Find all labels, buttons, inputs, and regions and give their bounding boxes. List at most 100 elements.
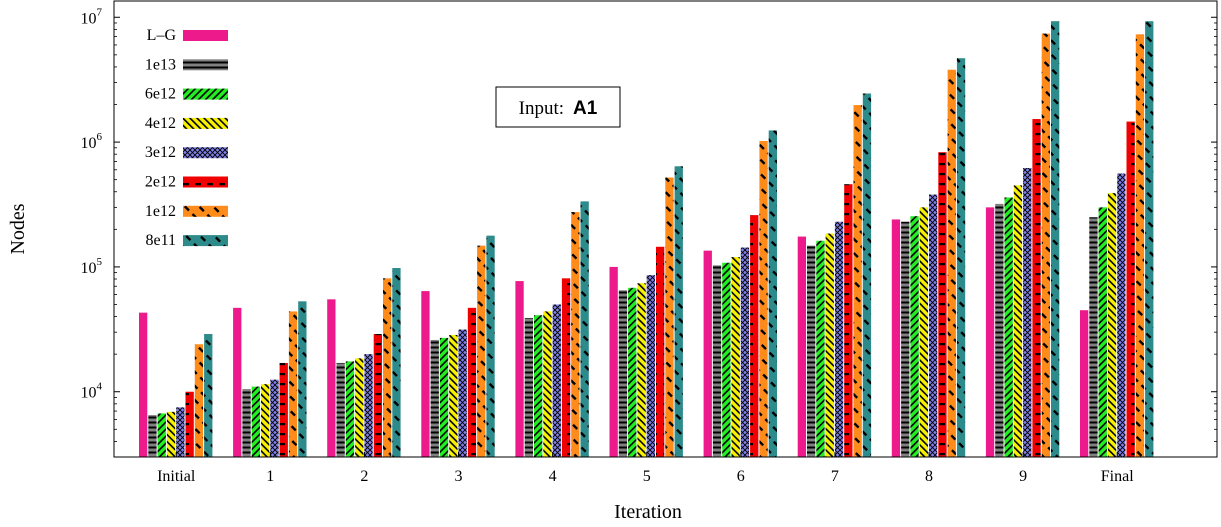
bar-3e12-6 (740, 247, 750, 457)
bar-6e12-7 (816, 240, 825, 457)
bar-2e12-2 (373, 334, 382, 457)
bar-2e12-3 (467, 307, 477, 457)
bar-8e11-2 (392, 268, 401, 457)
bar-8e11-3 (486, 235, 495, 457)
bar-3e12-1 (270, 379, 279, 457)
bar-1e12-3 (477, 245, 486, 457)
x-tick-label-7: 7 (831, 468, 839, 485)
bar-1e13-5 (618, 290, 628, 457)
bar-LG-7 (797, 236, 806, 457)
bar-4e12-2 (355, 358, 364, 457)
bar-6e12-1 (251, 386, 260, 457)
bar-3e12-8 (929, 194, 938, 458)
bar-1e12-8 (947, 69, 956, 457)
bar-1e13-7 (807, 245, 816, 457)
bar-1e12-6 (759, 141, 768, 457)
bar-4e12-4 (543, 311, 552, 457)
bar-4e12-6 (731, 257, 740, 457)
x-tick-label-4: 4 (549, 468, 557, 485)
annotation-text: Input: A1 (519, 98, 598, 119)
legend-item: 1e13 (145, 56, 228, 73)
bar-2e12-5 (656, 246, 665, 457)
bar-2e12-8 (938, 152, 947, 457)
x-tick-label-5: 5 (643, 468, 651, 485)
x-tick-label-Initial: Initial (157, 468, 196, 485)
bar-1e12-1 (288, 311, 298, 457)
y-tick-label: 106 (81, 131, 103, 152)
input-annotation: Input: A1 (495, 86, 621, 128)
bar-LG-6 (703, 250, 712, 457)
bar-8e11-Initial (204, 334, 213, 457)
bar-1e13-9 (995, 203, 1004, 457)
bar-4e12-1 (261, 384, 270, 457)
bar-1e13-1 (242, 389, 251, 457)
bar-1e13-Initial (148, 415, 157, 457)
y-tick-label: 107 (81, 6, 103, 27)
bar-4e12-Final (1107, 193, 1117, 457)
x-axis-title: Iteration (614, 501, 682, 523)
legend-label: 4e12 (145, 115, 176, 132)
bar-3e12-5 (646, 275, 655, 457)
bar-8e11-9 (1051, 21, 1060, 457)
bar-LG-Final (1080, 310, 1089, 457)
bar-8e11-7 (862, 93, 872, 457)
bar-6e12-2 (345, 361, 355, 457)
y-tick-label: 104 (81, 381, 103, 402)
x-tick-label-Final: Final (1101, 468, 1134, 485)
bar-2e12-9 (1032, 119, 1041, 457)
y-axis-title: Nodes (7, 203, 29, 254)
bar-4e12-9 (1013, 185, 1023, 457)
legend-item: 3e12 (145, 144, 228, 161)
bar-4e12-3 (449, 334, 458, 457)
bar-8e11-6 (768, 130, 777, 457)
bar-6e12-Final (1098, 207, 1107, 457)
bar-1e13-3 (430, 339, 439, 457)
bar-3e12-3 (458, 329, 467, 457)
x-tick-label-3: 3 (455, 468, 463, 485)
y-tick-label: 105 (81, 256, 103, 277)
legend-item: L–G (147, 27, 228, 44)
bar-2e12-1 (279, 362, 288, 457)
plot-frame (113, 0, 1218, 458)
bar-8e11-4 (580, 201, 589, 457)
legend-item: 8e11 (145, 232, 228, 249)
x-tick-label-6: 6 (737, 468, 745, 485)
legend-swatch (183, 59, 228, 71)
bar-LG-4 (515, 281, 524, 457)
x-tick-label-2: 2 (360, 468, 368, 485)
bar-6e12-3 (439, 337, 449, 457)
bar-1e12-9 (1041, 33, 1050, 458)
legend-label: 3e12 (145, 144, 176, 161)
bar-3e12-Final (1117, 173, 1126, 457)
bar-1e12-Initial (194, 344, 204, 457)
bar-1e13-4 (524, 317, 533, 457)
legend-item: 6e12 (145, 86, 228, 103)
legend-label: 1e12 (145, 203, 176, 220)
bar-3e12-2 (364, 354, 373, 457)
bar-8e11-Final (1145, 21, 1154, 457)
legend-swatch (183, 30, 228, 41)
bar-3e12-9 (1023, 168, 1032, 457)
bar-6e12-5 (628, 287, 637, 457)
bar-3e12-Initial (176, 407, 185, 457)
bar-6e12-4 (534, 315, 543, 457)
bar-4e12-8 (919, 207, 928, 457)
legend-swatch (183, 176, 228, 188)
legend: L–G 1e13 6e12 4e12 3e12 2e12 1e12 8e11 (145, 27, 228, 249)
bar-1e12-7 (853, 105, 862, 457)
bar-1e13-2 (336, 362, 345, 457)
bar-LG-1 (233, 307, 242, 457)
legend-item: 4e12 (145, 115, 228, 132)
bar-1e12-5 (665, 177, 674, 458)
legend-swatch (183, 117, 228, 129)
bar-1e12-4 (571, 212, 580, 457)
x-tick-label-8: 8 (925, 468, 933, 485)
bar-1e12-Final (1135, 34, 1145, 457)
bar-6e12-6 (722, 262, 731, 457)
bar-6e12-9 (1004, 197, 1013, 457)
legend-label: L–G (147, 27, 177, 44)
axes-ticks: 104 105 106 107 Initial 1 2 3 4 5 6 7 8 9 Final (81, 6, 1217, 485)
bar-1e13-Final (1089, 217, 1098, 457)
bar-LG-2 (327, 299, 336, 457)
